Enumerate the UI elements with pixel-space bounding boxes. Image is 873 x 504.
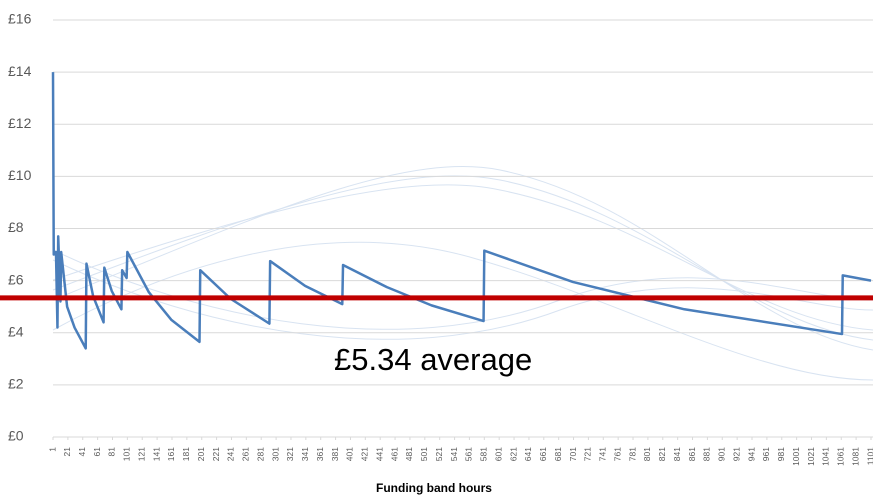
- x-tick-label: 121: [136, 447, 146, 461]
- x-tick-label: 881: [702, 447, 712, 461]
- x-tick-label: 701: [568, 447, 578, 461]
- x-tick-label: 1081: [850, 447, 860, 466]
- x-tick-label: 321: [285, 447, 295, 461]
- x-tick-label: 421: [360, 447, 370, 461]
- background-wave: [53, 250, 873, 329]
- y-tick-label: £8: [8, 219, 24, 235]
- y-tick-label: £14: [8, 63, 32, 79]
- x-tick-label: 61: [92, 447, 102, 457]
- x-tick-label: 101: [122, 447, 132, 461]
- x-tick-label: 261: [241, 447, 251, 461]
- x-tick-label: 1041: [821, 447, 831, 466]
- x-axis-label: Funding band hours: [376, 481, 492, 495]
- x-tick-label: 741: [598, 447, 608, 461]
- x-tick-label: 521: [434, 447, 444, 461]
- x-tick-label: 41: [77, 447, 87, 457]
- x-tick-label: 481: [404, 447, 414, 461]
- x-tick-label: 661: [538, 447, 548, 461]
- x-tick-label: 361: [315, 447, 325, 461]
- x-tick-label: 401: [345, 447, 355, 461]
- x-tick-label: 981: [776, 447, 786, 461]
- x-tick-label: 81: [107, 447, 117, 457]
- x-tick-label: 641: [523, 447, 533, 461]
- x-tick-label: 561: [464, 447, 474, 461]
- x-tick-label: 241: [226, 447, 236, 461]
- y-tick-label: £16: [8, 11, 32, 27]
- x-tick-label: 381: [330, 447, 340, 461]
- y-tick-label: £2: [8, 376, 24, 392]
- y-tick-label: £12: [8, 115, 32, 131]
- x-tick-label: 781: [627, 447, 637, 461]
- y-tick-label: £4: [8, 323, 24, 339]
- x-tick-label: 1: [47, 447, 57, 452]
- x-tick-label: 281: [255, 447, 265, 461]
- x-tick-label: 1101: [865, 447, 873, 466]
- x-tick-label: 181: [181, 447, 191, 461]
- y-tick-label: £0: [8, 428, 24, 444]
- x-tick-label: 161: [166, 447, 176, 461]
- x-tick-label: 1061: [836, 447, 846, 466]
- x-tick-label: 921: [731, 447, 741, 461]
- x-tick-label: 901: [717, 447, 727, 461]
- x-tick-label: 441: [374, 447, 384, 461]
- average-label: £5.34 average: [334, 342, 532, 377]
- x-tick-label: 581: [479, 447, 489, 461]
- y-tick-label: £6: [8, 271, 24, 287]
- x-tick-label: 301: [270, 447, 280, 461]
- x-tick-label: 801: [642, 447, 652, 461]
- x-tick-label: 461: [389, 447, 399, 461]
- x-tick-label: 681: [553, 447, 563, 461]
- x-tick-label: 541: [449, 447, 459, 461]
- x-tick-label: 961: [761, 447, 771, 461]
- x-tick-label: 1001: [791, 447, 801, 466]
- chart: Funding band hours £0 £2 £4 £6 £8 £10 £12 £14 £1…: [0, 0, 873, 504]
- x-tick-label: 821: [657, 447, 667, 461]
- background-wave: [53, 185, 873, 330]
- x-tick-label: 1021: [806, 447, 816, 466]
- x-tick-label: 341: [300, 447, 310, 461]
- x-tick-label: 21: [62, 447, 72, 457]
- x-tick-label: 621: [508, 447, 518, 461]
- x-tick-label: 201: [196, 447, 206, 461]
- x-tick-label: 501: [419, 447, 429, 461]
- x-tick-label: 221: [211, 447, 221, 461]
- x-tick-label: 601: [493, 447, 503, 461]
- x-tick-label: 721: [583, 447, 593, 461]
- x-tick-label: 841: [672, 447, 682, 461]
- x-tick-label: 941: [746, 447, 756, 461]
- y-tick-label: £10: [8, 167, 32, 183]
- x-tick-label: 141: [151, 447, 161, 461]
- x-tick-label: 761: [612, 447, 622, 461]
- x-tick-label: 861: [687, 447, 697, 461]
